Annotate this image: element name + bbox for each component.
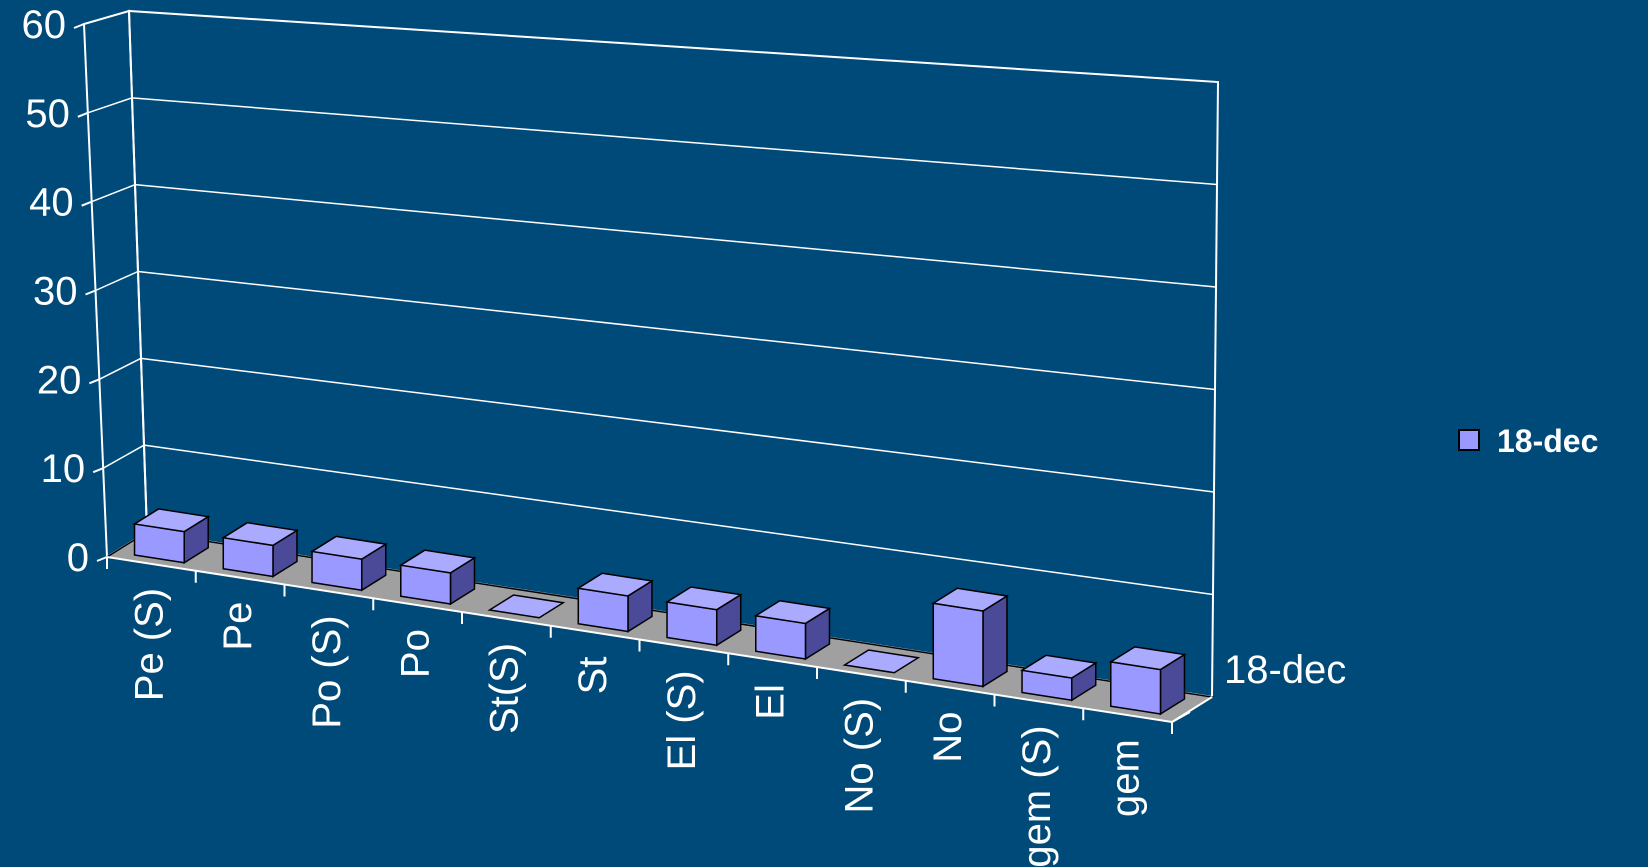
x-category-label: El (S) — [660, 670, 704, 770]
bar — [309, 535, 388, 592]
bar — [576, 572, 655, 633]
y-tick-label: 20 — [37, 358, 82, 402]
gridlines — [87, 97, 1218, 596]
bar — [487, 594, 566, 619]
bar-top — [309, 535, 388, 560]
gridline — [134, 183, 1217, 288]
bar — [931, 587, 1010, 688]
bar-front — [932, 602, 984, 688]
bar-top — [664, 586, 743, 611]
bar-top — [753, 599, 832, 625]
x-category-label: St(S) — [482, 643, 526, 734]
bar — [398, 549, 477, 606]
y-tick-mark — [77, 111, 89, 118]
gridline — [140, 357, 1215, 493]
bar-top — [1019, 654, 1098, 679]
bar — [221, 521, 300, 578]
x-axis-ticks: Pe (S) Pe Po (S) Po St(S) St El (S) El No (S) No g… — [106, 557, 1173, 867]
y-tick-mark — [85, 289, 96, 296]
x-category-label: No — [926, 712, 970, 763]
bar-top — [1108, 646, 1187, 671]
bar-front — [1110, 660, 1162, 715]
bar-top — [931, 587, 1010, 612]
bar — [753, 599, 832, 661]
gridline — [143, 444, 1214, 596]
side-gridline — [102, 444, 145, 469]
x-category-label: Po (S) — [305, 615, 349, 728]
gridline — [137, 270, 1216, 391]
legend-swatch — [1458, 429, 1480, 451]
side-gridline — [98, 357, 142, 381]
y-tick-mark — [81, 200, 93, 207]
x-category-label: St — [571, 657, 615, 695]
side-gridline — [95, 270, 139, 292]
y-tick-label: 10 — [41, 447, 86, 491]
bar-top — [132, 508, 211, 533]
y-axis-ticks: 0 10 20 30 40 50 60 — [22, 3, 108, 580]
side-gridline — [91, 183, 136, 203]
gridline — [131, 97, 1218, 186]
x-category-label: El — [749, 684, 793, 720]
back-wall — [127, 9, 1220, 699]
bar-top — [221, 521, 300, 547]
bar — [1108, 646, 1187, 716]
bar-top — [576, 572, 655, 597]
bar-top — [398, 549, 477, 574]
y-tick-mark — [73, 23, 85, 29]
y-tick-label: 50 — [25, 92, 70, 136]
y-tick-mark — [88, 378, 100, 385]
y-tick-mark — [96, 556, 108, 562]
bar — [132, 508, 211, 565]
x-category-label: Pe — [216, 602, 260, 651]
depth-axis-tick — [1171, 711, 1191, 723]
bar-series — [132, 508, 1187, 716]
y-tick-label: 60 — [22, 3, 67, 47]
bar-top — [487, 594, 566, 619]
x-category-label: Pe (S) — [127, 588, 171, 701]
x-category-label: gem — [1104, 739, 1148, 817]
legend: 18-dec — [1458, 423, 1598, 459]
bar — [1019, 654, 1098, 702]
y-tick-mark — [92, 467, 104, 474]
x-category-label: gem (S) — [1015, 725, 1059, 867]
legend-label: 18-dec — [1497, 423, 1598, 459]
bar — [842, 649, 921, 674]
x-category-label: Po — [394, 629, 438, 678]
y-tick-label: 30 — [33, 270, 78, 314]
y-tick-label: 0 — [67, 536, 89, 580]
side-wall — [82, 9, 149, 559]
side-gridline — [87, 97, 133, 114]
bar-top — [842, 649, 921, 674]
x-category-label: No (S) — [837, 698, 881, 814]
y-tick-label: 40 — [29, 181, 74, 225]
depth-axis-label: 18-dec — [1224, 648, 1346, 692]
bar — [664, 586, 743, 647]
